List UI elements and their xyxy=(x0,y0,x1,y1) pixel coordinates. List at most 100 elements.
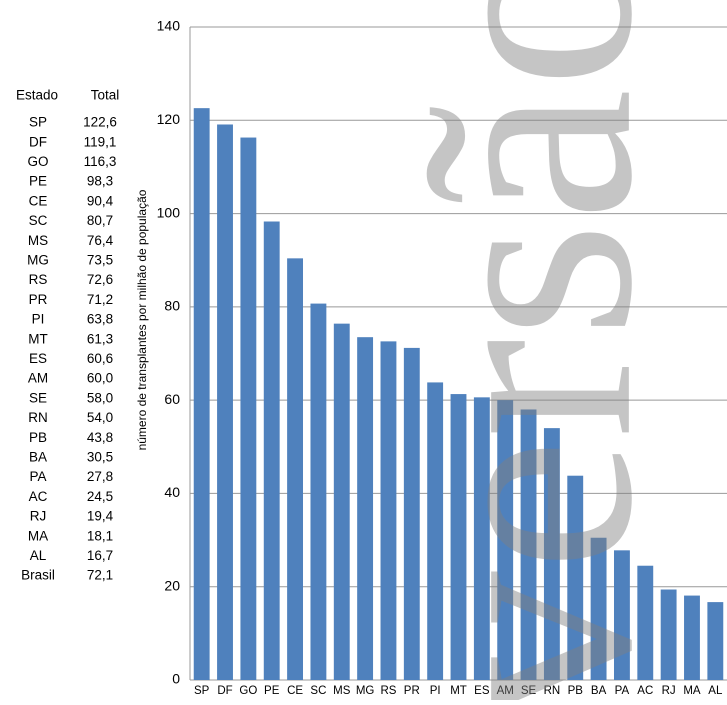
bar xyxy=(357,337,374,680)
bar xyxy=(450,394,467,680)
x-tick-label: MG xyxy=(356,685,375,697)
bar xyxy=(380,341,397,680)
bar xyxy=(543,428,560,680)
table-cell: 80,7 xyxy=(87,213,113,228)
bar xyxy=(684,595,700,680)
x-tick-label: BA xyxy=(591,685,607,697)
table-cell: 16,7 xyxy=(87,548,113,563)
table-cell: AM xyxy=(28,371,48,386)
table-cell: 43,8 xyxy=(87,430,113,445)
y-axis-label: número de transplantes por milhão de pop… xyxy=(135,189,149,450)
x-tick-label: PR xyxy=(404,685,420,697)
table-cell: PB xyxy=(29,430,47,445)
table-cell: 30,5 xyxy=(87,449,113,464)
x-tick-label: AM xyxy=(497,685,514,697)
y-tick-label: 120 xyxy=(157,111,181,127)
table-cell: RN xyxy=(28,410,48,425)
x-tick-label: SC xyxy=(310,685,326,697)
bar xyxy=(497,400,514,680)
x-tick-label: PI xyxy=(430,685,441,697)
table-cell: PE xyxy=(29,174,47,189)
table-cell: GO xyxy=(27,154,48,169)
y-tick-label: 40 xyxy=(164,484,180,500)
table-cell: 98,3 xyxy=(87,174,113,189)
table-cell: 76,4 xyxy=(87,233,114,248)
table-cell: 60,0 xyxy=(87,371,113,386)
bar xyxy=(707,602,724,680)
x-tick-label: ES xyxy=(474,685,490,697)
bar xyxy=(637,565,654,680)
x-tick-label: SE xyxy=(521,685,537,697)
table-cell: 18,1 xyxy=(87,528,113,543)
table-cell: PA xyxy=(29,469,46,484)
table-cell: AL xyxy=(30,548,47,563)
table-cell: PI xyxy=(32,312,45,327)
watermark: versão xyxy=(362,0,694,700)
table-cell: 119,1 xyxy=(84,134,117,149)
bar xyxy=(567,475,584,680)
bar xyxy=(287,258,304,680)
x-tick-label: MT xyxy=(450,685,467,697)
bar xyxy=(193,108,210,680)
table-cell: ES xyxy=(29,351,47,366)
table-cell: 54,0 xyxy=(87,410,113,425)
table-cell: 122,6 xyxy=(83,115,117,130)
x-tick-label: DF xyxy=(217,685,232,697)
y-tick-label: 20 xyxy=(164,577,180,593)
table-cell: Brasil xyxy=(21,568,55,583)
bar xyxy=(660,589,677,680)
table-cell: PR xyxy=(29,292,48,307)
x-tick-label: RJ xyxy=(662,685,676,697)
x-tick-label: MS xyxy=(333,685,351,697)
y-tick-label: 80 xyxy=(164,298,180,314)
x-tick-label: AL xyxy=(708,685,723,697)
y-tick-label: 140 xyxy=(157,18,181,34)
table-cell: BA xyxy=(29,449,47,464)
bar xyxy=(473,397,490,680)
table-cell: MG xyxy=(27,252,49,267)
bar xyxy=(403,347,420,680)
y-tick-label: 100 xyxy=(157,204,181,220)
x-tick-label: AC xyxy=(637,685,653,697)
x-tick-label: PB xyxy=(568,685,584,697)
table-cell: 27,8 xyxy=(87,469,113,484)
table-cell: RS xyxy=(29,272,48,287)
x-tick-label: RS xyxy=(380,685,396,697)
bar xyxy=(333,323,350,680)
table-cell: SE xyxy=(29,390,47,405)
x-tick-label: MA xyxy=(683,685,701,697)
table-cell: 24,5 xyxy=(87,489,113,504)
y-tick-label: 0 xyxy=(172,671,180,687)
table-cell: 73,5 xyxy=(87,252,113,267)
x-tick-label: SP xyxy=(194,685,210,697)
table-cell: 72,1 xyxy=(87,568,113,583)
table-cell: 19,4 xyxy=(87,509,114,524)
table-header: Estado xyxy=(16,88,58,103)
table-cell: MS xyxy=(28,233,48,248)
table-header: Total xyxy=(91,88,120,103)
table-cell: 90,4 xyxy=(87,193,114,208)
bar xyxy=(240,137,257,680)
bar xyxy=(263,221,280,680)
table-cell: 72,6 xyxy=(87,272,113,287)
table-cell: 71,2 xyxy=(87,292,113,307)
table-cell: 61,3 xyxy=(87,331,113,346)
bar xyxy=(427,382,444,680)
x-tick-label: GO xyxy=(239,685,257,697)
y-tick-label: 60 xyxy=(164,391,180,407)
table-cell: DF xyxy=(29,134,47,149)
table-cell: 58,0 xyxy=(87,390,113,405)
bar xyxy=(613,550,630,680)
table-cell: 63,8 xyxy=(87,312,113,327)
table-cell: 116,3 xyxy=(84,154,117,169)
x-tick-label: RN xyxy=(544,685,561,697)
table-cell: AC xyxy=(29,489,48,504)
bar xyxy=(310,303,327,680)
x-tick-label: PA xyxy=(615,685,630,697)
x-tick-label: CE xyxy=(287,685,303,697)
table-cell: RJ xyxy=(30,509,47,524)
table-cell: 60,6 xyxy=(87,351,113,366)
table-cell: CE xyxy=(29,193,48,208)
table-cell: MA xyxy=(28,528,48,543)
